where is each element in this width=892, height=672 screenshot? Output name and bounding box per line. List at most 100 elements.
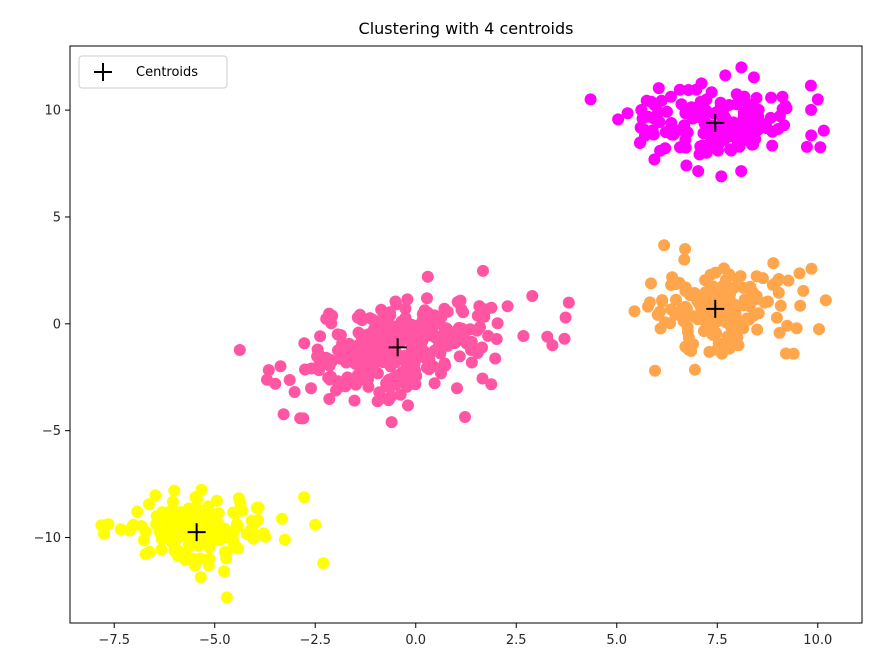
data-point-cluster-1 xyxy=(433,340,446,352)
data-point-cluster-1 xyxy=(384,309,397,322)
data-point-cluster-0 xyxy=(156,506,169,519)
data-point-cluster-2 xyxy=(704,268,717,281)
data-point-cluster-2 xyxy=(643,296,656,309)
data-point-cluster-0 xyxy=(169,505,182,518)
data-point-cluster-1 xyxy=(485,378,498,391)
data-point-cluster-2 xyxy=(731,272,744,285)
data-point-cluster-0 xyxy=(248,516,261,529)
data-point-cluster-1 xyxy=(430,330,443,343)
data-point-cluster-3 xyxy=(692,165,705,178)
data-point-cluster-1 xyxy=(274,360,287,373)
legend: Centroids xyxy=(78,55,228,89)
data-point-cluster-0 xyxy=(185,532,198,545)
data-point-cluster-0 xyxy=(220,591,233,604)
data-point-cluster-0 xyxy=(149,489,162,502)
data-point-cluster-1 xyxy=(453,350,466,363)
data-point-cluster-3 xyxy=(681,126,694,139)
data-point-cluster-2 xyxy=(703,288,716,301)
data-point-cluster-0 xyxy=(234,497,247,510)
data-point-cluster-3 xyxy=(675,98,688,111)
data-point-cluster-1 xyxy=(471,309,484,322)
data-point-cluster-3 xyxy=(648,153,661,166)
x-tick-label: 2.5 xyxy=(506,633,527,648)
data-point-cluster-2 xyxy=(747,309,760,322)
data-point-cluster-3 xyxy=(638,123,651,136)
data-point-cluster-2 xyxy=(773,326,786,339)
data-point-cluster-3 xyxy=(682,84,695,96)
data-point-cluster-2 xyxy=(787,347,800,360)
data-point-cluster-1 xyxy=(526,290,539,302)
data-point-cluster-1 xyxy=(277,408,290,421)
data-point-cluster-1 xyxy=(387,325,400,338)
data-point-cluster-1 xyxy=(399,302,412,315)
data-point-cluster-3 xyxy=(750,92,763,104)
data-point-cluster-1 xyxy=(394,335,407,348)
data-point-cluster-1 xyxy=(459,411,471,423)
data-point-cluster-3 xyxy=(584,93,597,106)
data-point-cluster-0 xyxy=(229,507,242,520)
data-point-cluster-1 xyxy=(314,330,327,343)
data-point-cluster-3 xyxy=(651,109,663,121)
data-point-cluster-1 xyxy=(357,369,370,382)
data-point-cluster-3 xyxy=(765,91,778,104)
data-point-cluster-0 xyxy=(210,494,223,507)
data-point-cluster-3 xyxy=(814,141,827,154)
data-point-cluster-1 xyxy=(457,306,470,319)
data-point-cluster-1 xyxy=(451,296,464,308)
data-point-cluster-1 xyxy=(298,337,311,350)
data-point-cluster-3 xyxy=(735,61,748,74)
data-point-cluster-0 xyxy=(202,559,215,572)
data-point-cluster-3 xyxy=(776,90,789,103)
data-point-cluster-3 xyxy=(661,105,673,118)
data-point-cluster-0 xyxy=(202,500,214,513)
data-point-cluster-0 xyxy=(298,491,311,504)
data-point-cluster-2 xyxy=(699,316,712,329)
data-point-cluster-1 xyxy=(401,293,414,306)
data-point-cluster-1 xyxy=(316,356,329,369)
data-point-cluster-3 xyxy=(817,124,830,137)
x-tick-label: −5.0 xyxy=(199,633,231,648)
data-point-cluster-0 xyxy=(155,543,168,556)
data-point-cluster-2 xyxy=(805,262,818,275)
plot-frame xyxy=(69,45,863,624)
data-point-cluster-0 xyxy=(208,518,221,531)
data-point-cluster-1 xyxy=(233,344,246,356)
data-point-cluster-3 xyxy=(805,129,818,142)
data-point-cluster-1 xyxy=(371,367,384,380)
data-point-cluster-0 xyxy=(220,552,233,565)
data-point-cluster-0 xyxy=(168,484,181,497)
data-point-cluster-1 xyxy=(262,364,275,377)
data-point-cluster-3 xyxy=(665,128,678,141)
data-point-cluster-1 xyxy=(476,341,488,354)
data-point-cluster-1 xyxy=(369,352,382,365)
data-point-cluster-3 xyxy=(652,82,665,95)
data-point-cluster-3 xyxy=(665,117,678,129)
data-point-cluster-1 xyxy=(418,304,431,317)
x-tick-label: 7.5 xyxy=(707,633,728,648)
data-point-cluster-3 xyxy=(735,165,748,178)
data-point-cluster-1 xyxy=(366,313,379,326)
data-point-cluster-2 xyxy=(651,308,664,321)
data-point-cluster-2 xyxy=(751,323,764,336)
data-point-cluster-1 xyxy=(375,303,388,316)
data-point-cluster-1 xyxy=(400,380,413,393)
data-point-cluster-2 xyxy=(729,309,742,322)
y-tick-label: −10 xyxy=(34,531,61,546)
data-point-cluster-2 xyxy=(712,337,725,350)
data-point-cluster-2 xyxy=(772,273,785,285)
centroid-marker xyxy=(706,113,725,132)
data-point-cluster-3 xyxy=(776,103,789,115)
data-point-cluster-2 xyxy=(691,295,704,307)
data-point-cluster-3 xyxy=(679,141,692,154)
data-point-cluster-2 xyxy=(729,334,742,347)
data-point-cluster-2 xyxy=(685,345,698,357)
data-point-cluster-2 xyxy=(706,328,719,341)
data-point-cluster-2 xyxy=(665,303,678,316)
data-point-cluster-1 xyxy=(423,353,436,366)
data-point-cluster-2 xyxy=(707,298,720,311)
data-point-cluster-1 xyxy=(546,339,559,352)
data-point-cluster-1 xyxy=(465,344,477,356)
data-point-cluster-1 xyxy=(476,372,489,385)
data-point-cluster-3 xyxy=(715,170,728,183)
data-point-cluster-1 xyxy=(455,322,468,335)
